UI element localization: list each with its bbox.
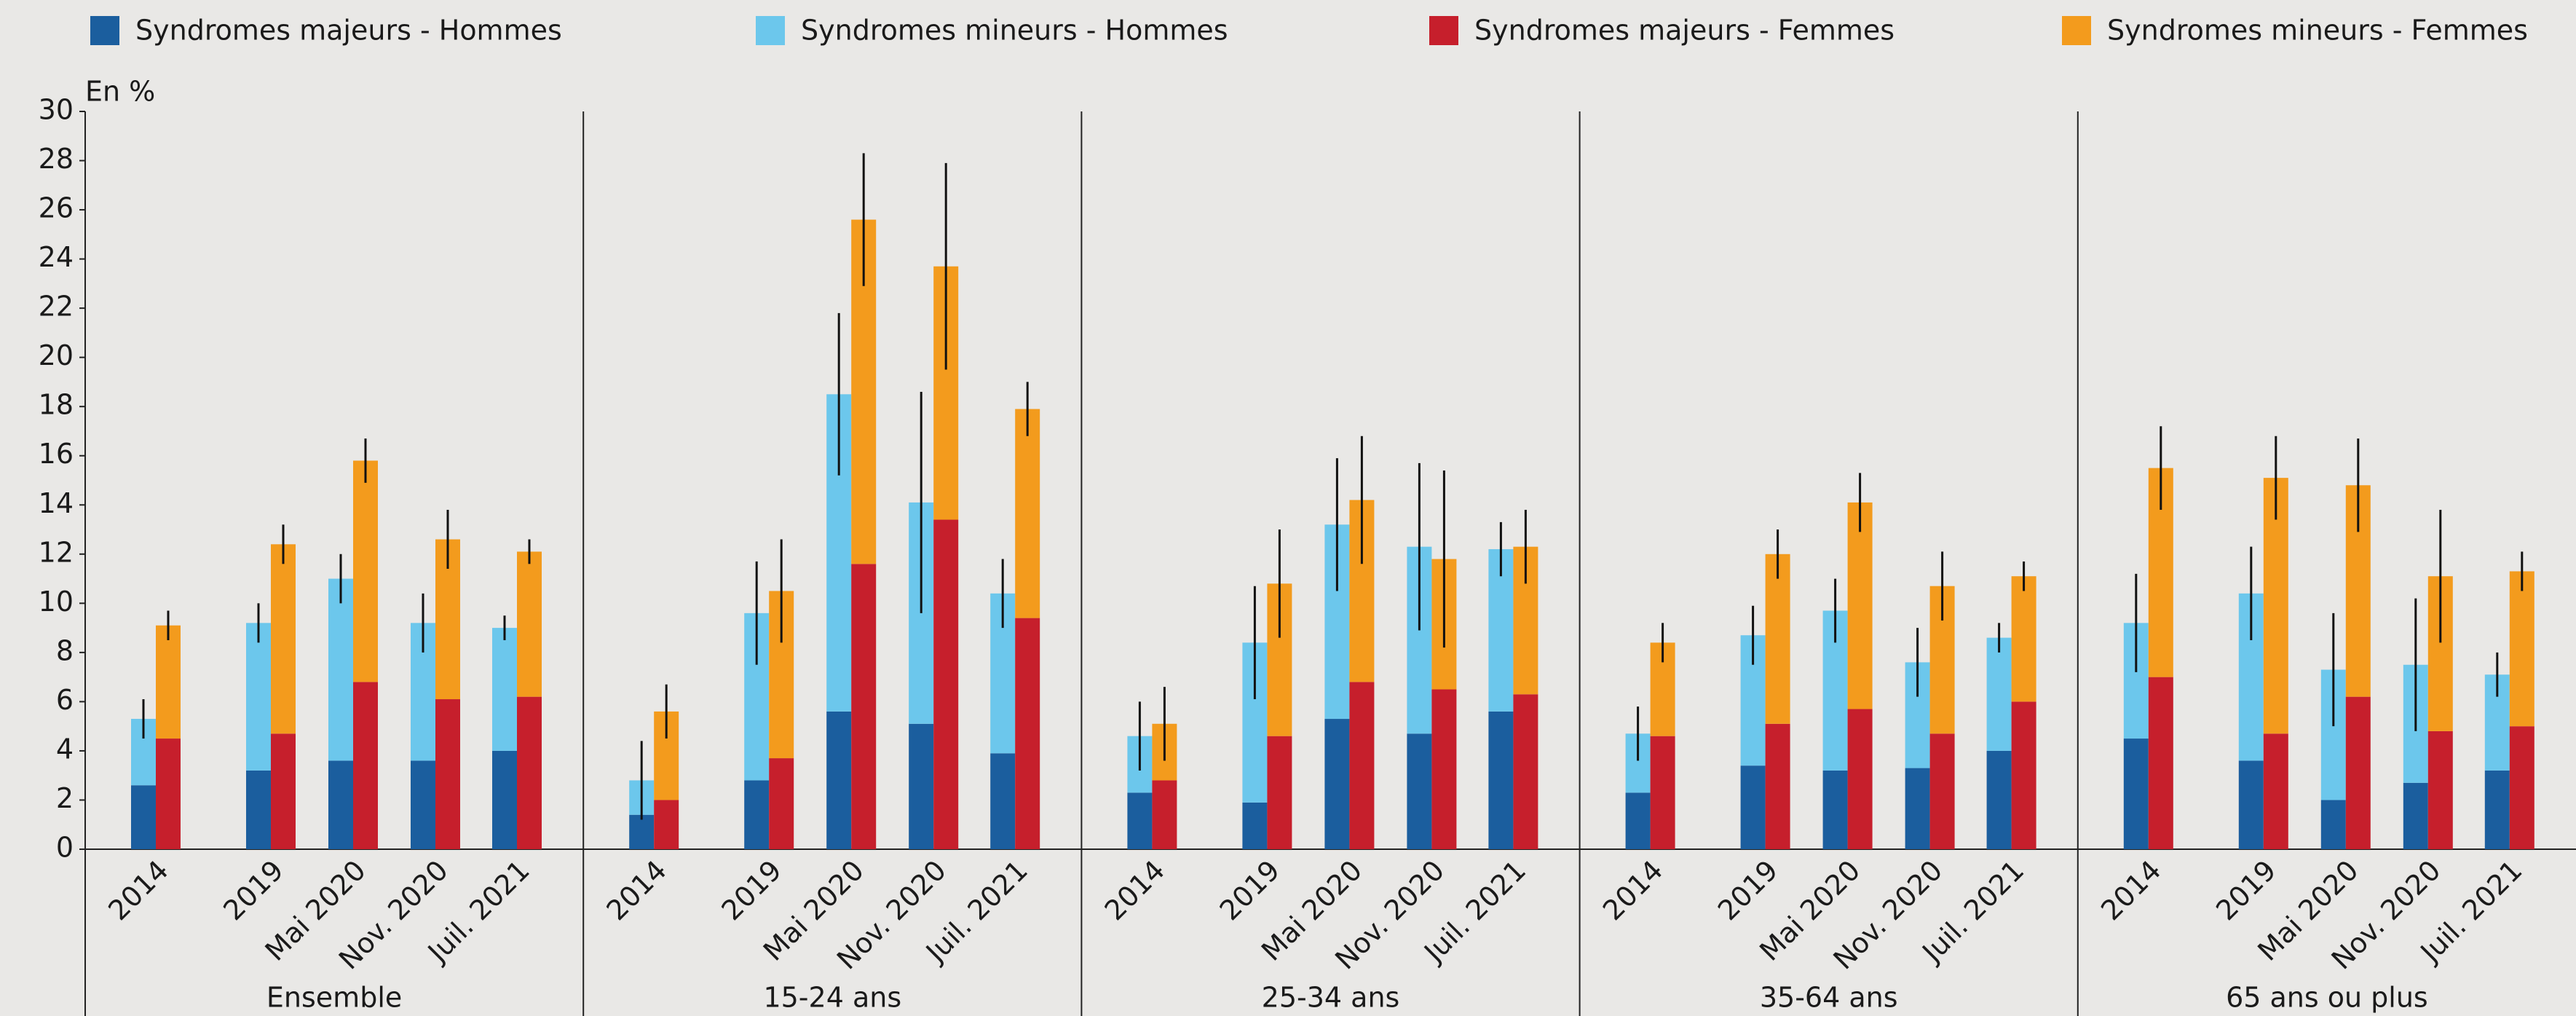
bar-segment (1015, 618, 1040, 849)
bar-segment (492, 750, 517, 849)
bar-segment (1765, 554, 1790, 724)
bar-segment (2484, 770, 2510, 849)
legend-swatch (756, 16, 785, 45)
bar-segment (826, 711, 852, 849)
legend-swatch (90, 16, 119, 45)
group-label: Ensemble (266, 982, 402, 1014)
bar-segment (131, 785, 156, 849)
y-tick-label: 10 (39, 586, 74, 618)
group-label: 65 ans ou plus (2226, 982, 2428, 1014)
bar-segment (517, 696, 542, 849)
bar-segment (2238, 760, 2264, 849)
legend-label: Syndromes mineurs - Femmes (2107, 15, 2528, 47)
bar-segment (2345, 696, 2371, 849)
bar-segment (2263, 478, 2288, 734)
y-tick-label: 22 (39, 291, 74, 323)
y-tick-label: 14 (39, 487, 74, 519)
bar-segment (2509, 571, 2534, 727)
bar-segment (246, 623, 271, 771)
bar-segment (1431, 689, 1457, 849)
bar-segment (2427, 731, 2453, 849)
bar-segment (1625, 792, 1651, 849)
bar-segment (246, 770, 271, 849)
y-tick-label: 2 (56, 782, 74, 814)
bar-segment (1847, 502, 1873, 709)
legend-swatch (2062, 16, 2091, 45)
bar-segment (271, 733, 296, 849)
bar-segment (1740, 765, 1766, 849)
bar-segment (851, 564, 877, 849)
bar-segment (1905, 768, 1930, 849)
bar-segment (2148, 677, 2173, 849)
y-tick-label: 0 (56, 832, 74, 864)
bar-segment (517, 551, 542, 697)
bar-segment (1152, 780, 1177, 849)
y-tick-label: 8 (56, 634, 74, 666)
bar-segment (353, 682, 378, 849)
legend-label: Syndromes mineurs - Hommes (801, 15, 1228, 47)
bar-segment (2011, 576, 2036, 702)
y-tick-label: 18 (39, 389, 74, 421)
bar-segment (1488, 711, 1514, 849)
bar-segment (328, 578, 353, 761)
bar-segment (1765, 723, 1790, 849)
bar-segment (156, 625, 181, 739)
bar-segment (2509, 726, 2534, 849)
bar-segment (1242, 802, 1268, 849)
bar-segment (156, 739, 181, 849)
y-tick-label: 26 (39, 192, 74, 224)
bar-segment (271, 544, 296, 734)
group-label: 25-34 ans (1262, 982, 1400, 1014)
bar-segment (2403, 782, 2428, 849)
y-tick-label: 24 (39, 241, 74, 273)
bar-segment (1929, 733, 1955, 849)
bar-segment (2011, 701, 2036, 849)
bar-segment (744, 780, 770, 849)
group-label: 35-64 ans (1760, 982, 1898, 1014)
legend-label: Syndromes majeurs - Hommes (135, 15, 562, 47)
bar-segment (1324, 719, 1350, 849)
group-label: 15-24 ans (763, 982, 901, 1014)
bar-segment (769, 758, 794, 849)
bar-segment (411, 760, 435, 849)
legend-label: Syndromes majeurs - Femmes (1474, 15, 1895, 47)
bar-segment (1015, 409, 1040, 618)
bar-segment (1986, 637, 2012, 751)
y-tick-label: 20 (39, 339, 74, 371)
bar-segment (1847, 709, 1873, 849)
bar-segment (654, 800, 679, 849)
y-tick-label: 28 (39, 143, 74, 175)
y-tick-label: 16 (39, 438, 74, 470)
bar-segment (492, 628, 517, 751)
bar-segment (1650, 736, 1675, 849)
bar-segment (909, 723, 934, 849)
bar-segment (1267, 736, 1292, 849)
bar-segment (328, 760, 353, 849)
bar-segment (1349, 682, 1375, 849)
y-tick-label: 4 (56, 733, 74, 765)
bar-segment (353, 460, 378, 682)
y-axis-label: En % (85, 76, 155, 108)
bar-segment (1127, 792, 1153, 849)
y-tick-label: 30 (39, 94, 74, 126)
bar-segment (2263, 733, 2288, 849)
bar-segment (1822, 770, 1848, 849)
bar-segment (629, 814, 655, 849)
bar-segment (2123, 739, 2149, 849)
bar-segment (990, 753, 1016, 849)
bar-segment (1407, 733, 1432, 849)
y-tick-label: 6 (56, 684, 74, 716)
bar-segment (933, 519, 959, 849)
bar-segment (1986, 750, 2012, 849)
y-tick-label: 12 (39, 536, 74, 568)
legend-swatch (1429, 16, 1458, 45)
bar-segment (1513, 694, 1538, 849)
bar-segment (2320, 800, 2346, 849)
bar-segment (435, 699, 460, 849)
